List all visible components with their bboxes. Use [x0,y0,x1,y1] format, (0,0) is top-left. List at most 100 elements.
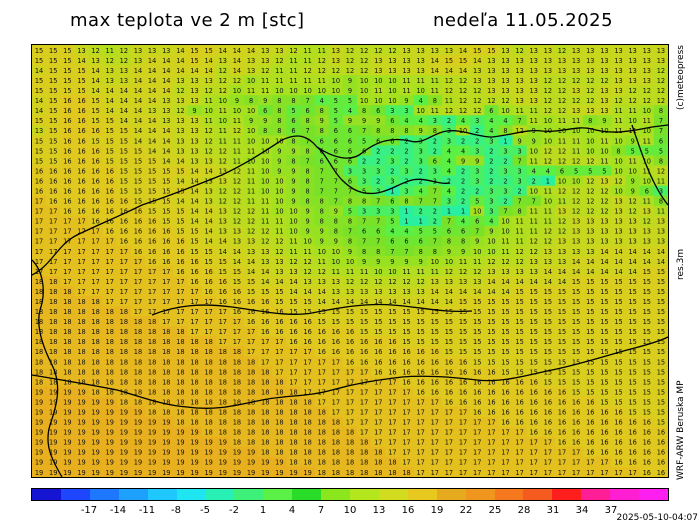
temperature-value: 11 [459,258,467,266]
temperature-value: 15 [501,318,509,326]
temperature-cell [244,286,259,297]
temperature-value: 19 [63,459,71,467]
temperature-cell [300,316,316,327]
temperature-cell [456,45,471,56]
temperature-value: 13 [445,278,453,286]
temperature-value: 18 [303,409,311,417]
temperature-value: 8 [263,127,267,135]
temperature-cell [60,436,75,448]
temperature-cell [611,75,627,86]
temperature-cell [427,95,443,106]
temperature-value: 18 [204,388,212,396]
temperature-cell [512,466,528,477]
temperature-value: 7 [419,198,423,206]
temperature-cell [498,225,514,237]
temperature-cell [116,125,132,137]
temperature-value: 16 [473,368,481,376]
temperature-value: 14 [558,278,566,286]
temperature-value: 13 [614,77,622,85]
temperature-cell [639,366,655,378]
temperature-cell [512,235,528,247]
temperature-value: 17 [77,248,85,256]
temperature-cell [116,426,132,438]
temperature-cell [427,235,443,247]
temperature-cell [328,396,344,408]
temperature-value: 9 [277,147,281,155]
temperature-value: 16 [558,419,566,427]
temperature-cell [470,245,485,257]
temperature-value: 12 [233,127,241,135]
temperature-cell [427,386,443,398]
temperature-value: 11 [332,268,340,276]
temperature-value: 2 [475,187,479,195]
temperature-value: 19 [77,388,85,396]
temperature-value: 18 [190,358,198,366]
temperature-value: 9 [305,218,309,226]
temperature-cell [526,75,542,86]
temperature-value: 19 [204,469,212,477]
temperature-value: 15 [49,77,57,85]
temperature-cell [611,296,627,307]
temperature-cell [314,466,330,477]
temperature-value: 16 [445,368,453,376]
temperature-cell [456,356,471,368]
temperature-cell [130,466,146,477]
temperature-cell [244,115,259,126]
temperature-value: 16 [402,358,410,366]
temperature-value: 8 [433,97,437,105]
temperature-cell [639,326,655,337]
temperature-cell [639,165,655,177]
temperature-value: 9 [532,137,536,145]
temperature-value: 15 [332,308,340,316]
temperature-value: 15 [501,348,509,356]
temperature-value: 15 [628,328,636,336]
temperature-value: 9 [362,258,366,266]
temperature-value: 15 [558,298,566,306]
temperature-cell [60,286,75,297]
temperature-value: 3 [348,167,352,175]
temperature-value: 18 [148,358,156,366]
temperature-value: 18 [261,449,269,457]
temperature-cell [653,346,668,358]
temperature-cell [653,386,668,398]
temperature-value: 15 [190,57,198,65]
temperature-value: 15 [134,198,142,206]
temperature-value: 15 [445,318,453,326]
temperature-cell [130,366,146,378]
temperature-cell [116,225,132,237]
temperature-cell [46,195,61,207]
temperature-cell [413,215,429,227]
temperature-cell [88,215,104,227]
temperature-cell [145,145,160,157]
temperature-value: 7 [390,248,394,256]
temperature-cell [342,245,358,257]
temperature-value: 12 [515,47,523,55]
temperature-value: 17 [219,338,227,346]
temperature-value: 8 [433,127,437,135]
temperature-value: 10 [614,187,622,195]
temperature-value: 16 [106,218,114,226]
temperature-cell [60,125,75,137]
temperature-cell [597,376,613,388]
temperature-value: 15 [190,228,198,236]
temperature-value: 15 [289,298,297,306]
temperature-cell [300,205,316,217]
temperature-value: 13 [614,198,622,206]
temperature-cell [498,165,514,177]
temperature-cell [484,396,499,408]
temperature-cell [272,135,287,147]
temperature-cell [342,45,358,56]
temperature-cell [653,115,668,126]
temperature-value: 2 [433,147,437,155]
temperature-value: 14 [657,258,665,266]
temperature-value: 18 [204,419,212,427]
temperature-cell [32,376,47,388]
temperature-cell [583,286,598,297]
temperature-cell [130,316,146,327]
temperature-value: 16 [473,398,481,406]
temperature-cell [46,296,61,307]
temperature-value: 18 [120,398,128,406]
temperature-cell [357,266,372,277]
temperature-value: 15 [148,177,156,185]
temperature-value: 6 [489,107,493,115]
